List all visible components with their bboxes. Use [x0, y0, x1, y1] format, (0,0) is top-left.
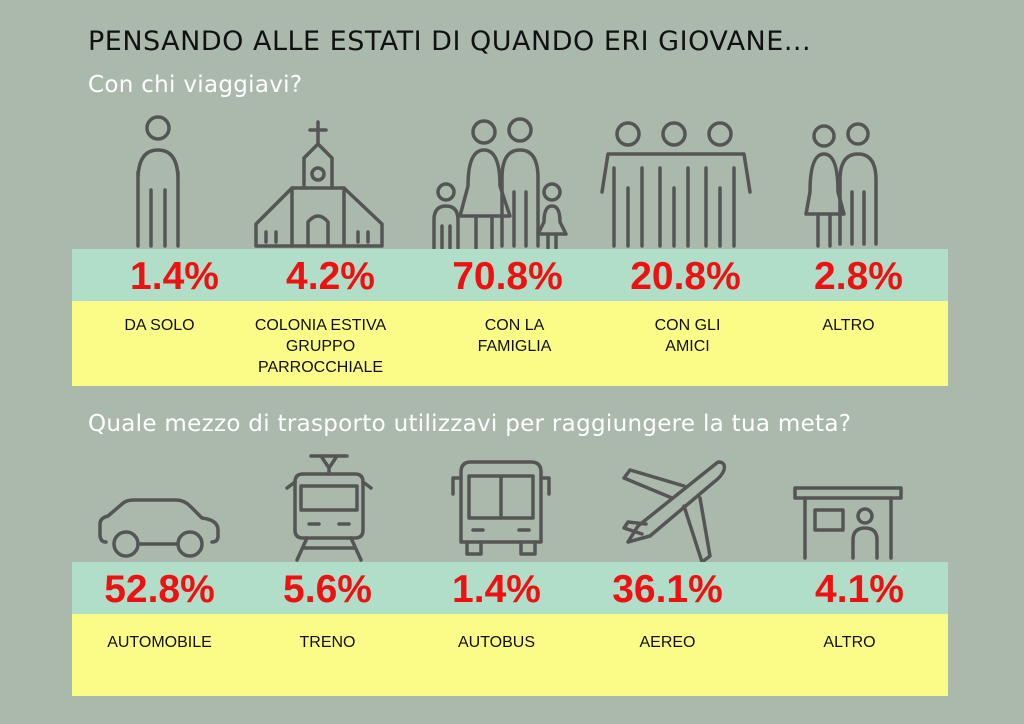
label-band [72, 614, 948, 696]
infographic-title: PENSANDO ALLE ESTATI DI QUANDO ERI GIOVA… [88, 26, 812, 57]
label-famiglia: CON LA FAMIGLIA [477, 317, 552, 355]
airplane-icon [620, 458, 728, 564]
percent-automobile: 52.8% [104, 568, 215, 611]
label-altro-companions: ALTRO [822, 317, 875, 334]
percent-autobus: 1.4% [452, 568, 541, 611]
label-altro-transport: ALTRO [823, 634, 876, 651]
label-aereo: AEREO [639, 634, 696, 651]
car-icon [98, 496, 222, 562]
percent-band [72, 249, 948, 301]
church-icon [252, 118, 388, 250]
label-colonia: COLONIA ESTIVA GRUPPO PARROCCHIALE [254, 317, 387, 376]
percent-aereo: 36.1% [612, 568, 723, 611]
bus-icon [451, 458, 551, 558]
percent-da-solo: 1.4% [130, 255, 219, 298]
percent-treno: 5.6% [283, 568, 372, 611]
label-amici: CON GLI AMICI [654, 317, 721, 355]
companions-panel: 1.4% 4.2% 70.8% 20.8% 2.8% DA SOLO COLON… [72, 249, 948, 386]
percent-amici: 20.8% [630, 255, 741, 298]
label-da-solo: DA SOLO [124, 317, 195, 334]
percent-famiglia: 70.8% [452, 255, 563, 298]
question-companions: Con chi viaggiavi? [88, 72, 303, 98]
label-automobile: AUTOMOBILE [107, 634, 212, 651]
label-treno: TRENO [299, 634, 356, 651]
percent-colonia: 4.2% [286, 255, 375, 298]
train-icon [283, 452, 375, 564]
couple-icon [802, 122, 882, 248]
family-icon [428, 116, 580, 250]
person-icon [120, 110, 200, 250]
percent-altro-transport: 4.1% [815, 568, 904, 611]
friends-icon [598, 118, 754, 248]
question-transport: Quale mezzo di trasporto utilizzavi per … [88, 411, 852, 437]
percent-band [72, 562, 948, 614]
transport-panel: 52.8% 5.6% 1.4% 36.1% 4.1% AUTOMOBILE TR… [72, 562, 948, 696]
label-band [72, 301, 948, 386]
label-autobus: AUTOBUS [457, 634, 536, 651]
percent-altro-companions: 2.8% [814, 255, 903, 298]
bus-stop-icon [793, 484, 903, 560]
